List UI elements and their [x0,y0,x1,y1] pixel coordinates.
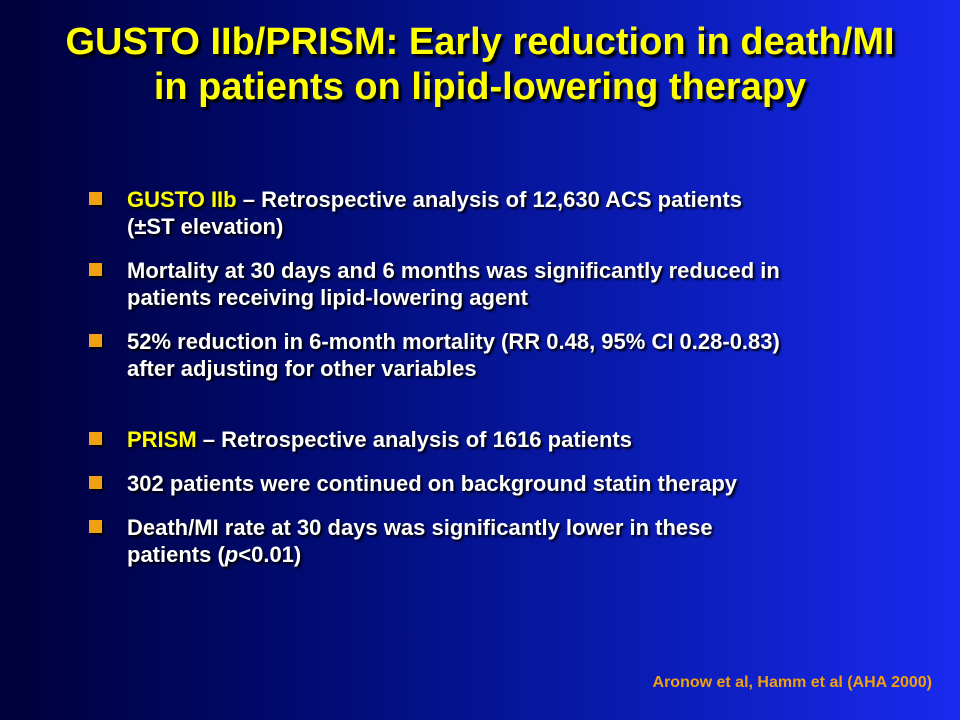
slide-title: GUSTO IIb/PRISM: Early reduction in deat… [0,20,960,110]
bullet-line: patients receiving lipid-lowering agent [127,285,528,310]
square-bullet-icon [89,334,102,347]
bullet-line: Mortality at 30 days and 6 months was si… [127,258,780,283]
bullet-text: patients ( [127,542,225,567]
bullet-line: after adjusting for other variables [127,356,477,381]
bullet-text: – Retrospective analysis of 12,630 ACS p… [236,187,743,212]
bullet-list: GUSTO IIb – Retrospective analysis of 12… [87,186,937,568]
slide-title-line-2: in patients on lipid-lowering therapy [153,66,807,108]
bullet-text: – Retrospective analysis of 1616 patient… [196,427,632,452]
bullet-item: PRISM – Retrospective analysis of 1616 p… [87,426,937,453]
bullet-line: 302 patients were continued on backgroun… [127,471,738,496]
bullet-item: Death/MI rate at 30 days was significant… [87,514,937,568]
square-bullet-icon [89,520,102,533]
bullet-lead-label: PRISM [127,427,197,452]
citation-footer: Aronow et al, Hamm et al (AHA 2000) [652,674,932,691]
bullet-line: patients (p<0.01) [127,541,937,568]
p-value-symbol: p [224,542,239,567]
bullet-lead-label: GUSTO IIb [127,187,237,212]
bullet-line: Death/MI rate at 30 days was significant… [127,515,713,540]
square-bullet-icon [89,432,102,445]
bullet-line: (±ST elevation) [127,214,284,239]
bullet-line: PRISM – Retrospective analysis of 1616 p… [127,426,937,453]
bullet-line: GUSTO IIb – Retrospective analysis of 12… [127,186,937,213]
bullet-line: 52% reduction in 6-month mortality (RR 0… [127,329,780,354]
bullet-text: <0.01) [238,542,302,567]
bullet-item: 302 patients were continued on backgroun… [87,470,937,497]
slide-title-line-1: GUSTO IIb/PRISM: Early reduction in deat… [65,21,895,63]
bullet-item: Mortality at 30 days and 6 months was si… [87,257,937,311]
square-bullet-icon [89,192,102,205]
square-bullet-icon [89,476,102,489]
bullet-item: GUSTO IIb – Retrospective analysis of 12… [87,186,937,240]
bullet-item: 52% reduction in 6-month mortality (RR 0… [87,328,937,382]
square-bullet-icon [89,263,102,276]
